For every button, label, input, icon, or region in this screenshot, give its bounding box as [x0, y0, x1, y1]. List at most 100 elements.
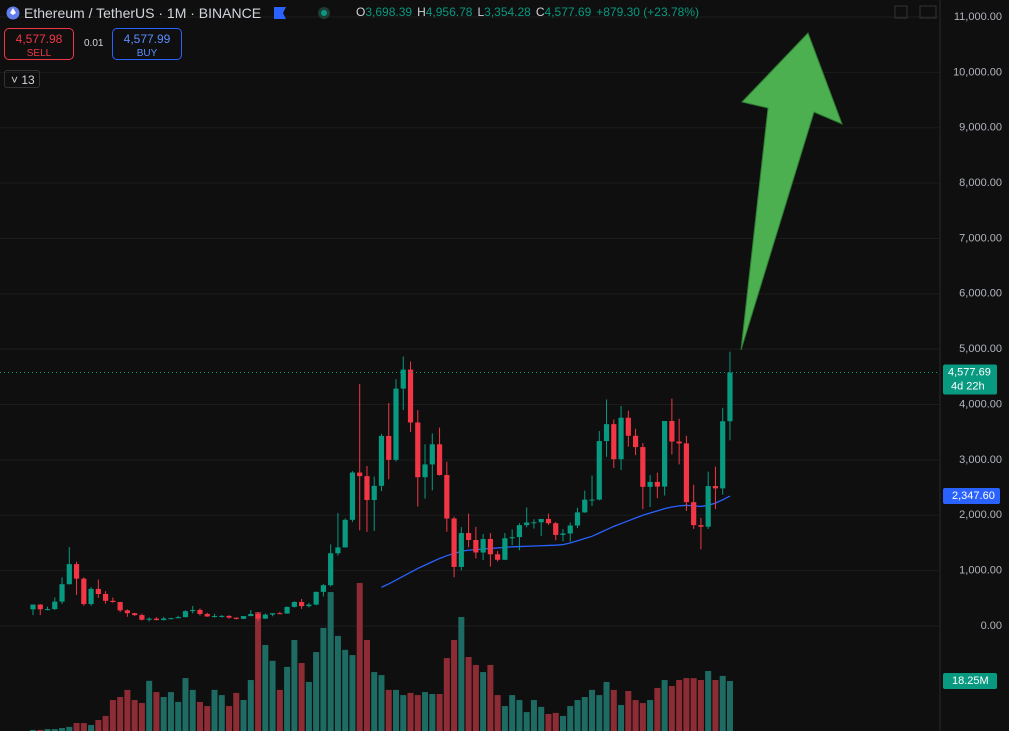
- volume-bar: [182, 678, 189, 731]
- y-tick-label: 6,000.00: [959, 288, 1002, 300]
- volume-bar: [705, 670, 712, 731]
- candle-body: [589, 499, 595, 501]
- y-tick-label: 5,000.00: [959, 343, 1002, 355]
- candle-body: [691, 502, 697, 526]
- volume-bar: [37, 729, 44, 731]
- volume-bar: [255, 612, 262, 731]
- volume-bar: [501, 706, 508, 731]
- candle-body: [582, 499, 588, 513]
- candle-body: [313, 591, 319, 605]
- candle-body: [516, 525, 523, 538]
- volume-bar: [95, 720, 102, 731]
- moving-average: [381, 495, 731, 588]
- volume-bar: [146, 680, 153, 731]
- toolbar-icons: [894, 5, 937, 19]
- candle-body: [705, 486, 711, 527]
- indicators-toggle[interactable]: ˅ 13: [4, 70, 40, 88]
- candle-body: [473, 539, 479, 553]
- candle-body: [509, 537, 515, 539]
- candle-body: [30, 604, 36, 610]
- candle-body: [226, 615, 232, 618]
- sell-button[interactable]: 4,577.98 SELL: [4, 28, 74, 60]
- volume-bar: [465, 657, 472, 731]
- volume-bar: [422, 692, 429, 731]
- candle-body: [625, 417, 631, 436]
- volume-bar: [589, 689, 596, 731]
- candle-body: [255, 613, 261, 619]
- sell-label: SELL: [26, 48, 52, 59]
- y-tick-label: 3,000.00: [959, 454, 1002, 466]
- y-tick-label: 9,000.00: [959, 122, 1002, 134]
- candle-body: [175, 617, 181, 619]
- candle-body: [654, 481, 660, 487]
- candle-body: [161, 618, 167, 621]
- volume-bar: [574, 700, 581, 731]
- ma-tag-label: 2,347.60: [952, 490, 995, 502]
- volume-bar: [559, 715, 566, 731]
- candle-body: [458, 533, 464, 567]
- volume-bar: [117, 697, 124, 731]
- volume-bar: [552, 712, 559, 731]
- volume-bar: [639, 703, 646, 731]
- volume-bar: [596, 695, 603, 731]
- volume-bar: [153, 692, 160, 731]
- volume-bar: [407, 692, 414, 731]
- candle-body: [567, 525, 573, 534]
- green-arrow: [740, 32, 843, 351]
- volume-bar: [393, 689, 399, 731]
- volume-bar: [160, 697, 167, 731]
- candle-body: [103, 593, 109, 601]
- candle-body: [618, 417, 624, 460]
- candle-body: [44, 609, 51, 611]
- candle-body: [720, 421, 726, 489]
- volume-bar: [647, 700, 654, 731]
- volume-bar: [487, 664, 494, 731]
- volume-bar: [538, 706, 545, 731]
- volume-bar: [458, 616, 465, 731]
- candle-body: [37, 604, 43, 610]
- volume-bar: [443, 658, 450, 731]
- symbol-header: Ethereum / TetherUS · 1M · BINANCE: [6, 3, 331, 23]
- volume-bar: [349, 655, 356, 731]
- volume-bar: [218, 695, 225, 731]
- volume-bar: [509, 695, 516, 731]
- volume-bar: [211, 689, 218, 731]
- y-tick-label: 7,000.00: [959, 232, 1002, 244]
- candle-body: [444, 475, 450, 519]
- volume-bar: [385, 689, 392, 731]
- volume-bar: [429, 694, 436, 731]
- candle-body: [538, 518, 544, 523]
- volume-bar: [451, 640, 458, 731]
- candle-body: [335, 547, 341, 554]
- candle-body: [683, 443, 689, 503]
- volume-bar: [363, 640, 370, 731]
- volume-bar: [516, 700, 523, 731]
- candle-body: [66, 564, 72, 585]
- candle-body: [117, 602, 123, 611]
- candle-body: [632, 435, 639, 448]
- volume-bar: [240, 700, 247, 731]
- candle-body: [328, 553, 334, 586]
- candle-body: [342, 519, 348, 548]
- volume-bar: [334, 635, 341, 731]
- flag-icon[interactable]: [273, 6, 287, 20]
- candle-body: [349, 472, 356, 520]
- icon: [894, 5, 908, 19]
- volume-bar: [88, 724, 95, 731]
- volume-bar: [284, 666, 291, 731]
- candle-body: [378, 435, 385, 486]
- volume-bar: [523, 712, 530, 731]
- volume-bar: [683, 678, 690, 731]
- y-tick-label: 4,000.00: [959, 398, 1002, 410]
- candle-body: [386, 435, 392, 460]
- volume-bar: [494, 695, 501, 731]
- volume-bar: [175, 701, 182, 731]
- volume-bar: [305, 681, 312, 731]
- buy-button[interactable]: 4,577.99 BUY: [112, 28, 182, 60]
- candle-body: [124, 610, 130, 614]
- volume-bar: [189, 689, 196, 731]
- volume-bar: [603, 681, 610, 731]
- volume-bar: [581, 697, 588, 731]
- candle-body: [429, 444, 435, 465]
